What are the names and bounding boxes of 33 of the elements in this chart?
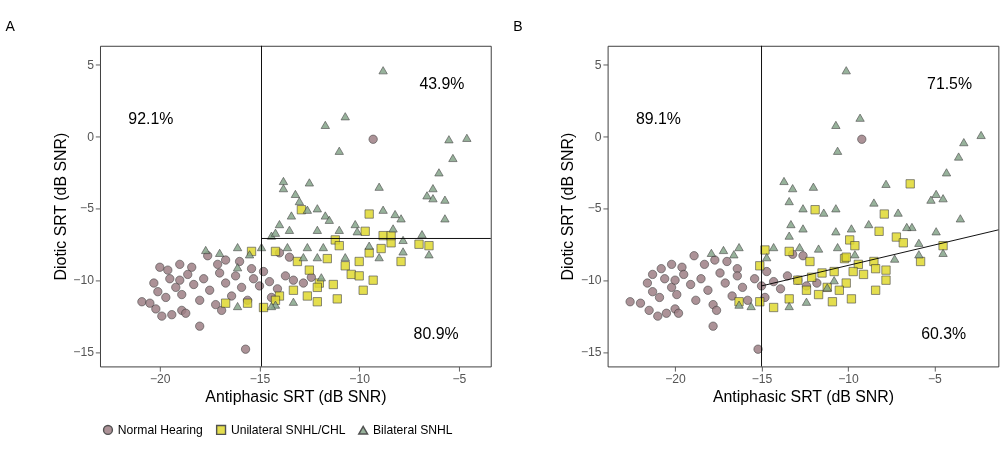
y-tick-label: −5 [587, 201, 602, 216]
annotation: 92.1% [128, 110, 174, 128]
annotation: 43.9% [419, 74, 465, 92]
x-tick-label: −20 [665, 371, 687, 386]
x-tick-label: −5 [927, 371, 943, 386]
x-tick-label: −10 [349, 371, 371, 386]
y-tick-label: 0 [87, 129, 95, 144]
x-tick-label: −15 [249, 371, 271, 386]
y-tick-label: 5 [87, 57, 95, 72]
y-axis-title: Diotic SRT (dB SNR) [51, 132, 69, 281]
annotation: 89.1% [635, 110, 681, 128]
y-tick-label: −15 [580, 345, 602, 360]
x-tick-label: −5 [452, 371, 467, 386]
legend-label: Bilateral SNHL [372, 422, 453, 437]
annotation: 80.9% [413, 325, 459, 343]
y-tick-label: 5 [594, 57, 602, 72]
x-axis-title: Antiphasic SRT (dB SNR) [712, 387, 895, 405]
y-tick-label: 0 [594, 129, 602, 144]
x-tick-label: −20 [150, 371, 171, 386]
chart-title: A [5, 18, 16, 35]
x-tick-label: −10 [838, 371, 859, 386]
annotation: 71.5% [927, 74, 973, 92]
legend-label: Unilateral SNHL/CHL [230, 422, 346, 437]
x-tick-label: −15 [751, 371, 773, 386]
annotation: 60.3% [921, 325, 967, 343]
y-tick-label: −10 [580, 273, 602, 288]
y-axis-title: Diotic SRT (dB SNR) [559, 132, 577, 281]
y-tick-label: −15 [73, 345, 95, 360]
y-tick-label: −10 [73, 273, 95, 288]
y-tick-label: −5 [80, 201, 95, 216]
x-axis-title: Antiphasic SRT (dB SNR) [205, 387, 387, 405]
legend-label: Normal Hearing [117, 422, 203, 437]
chart-title: B [513, 18, 523, 35]
